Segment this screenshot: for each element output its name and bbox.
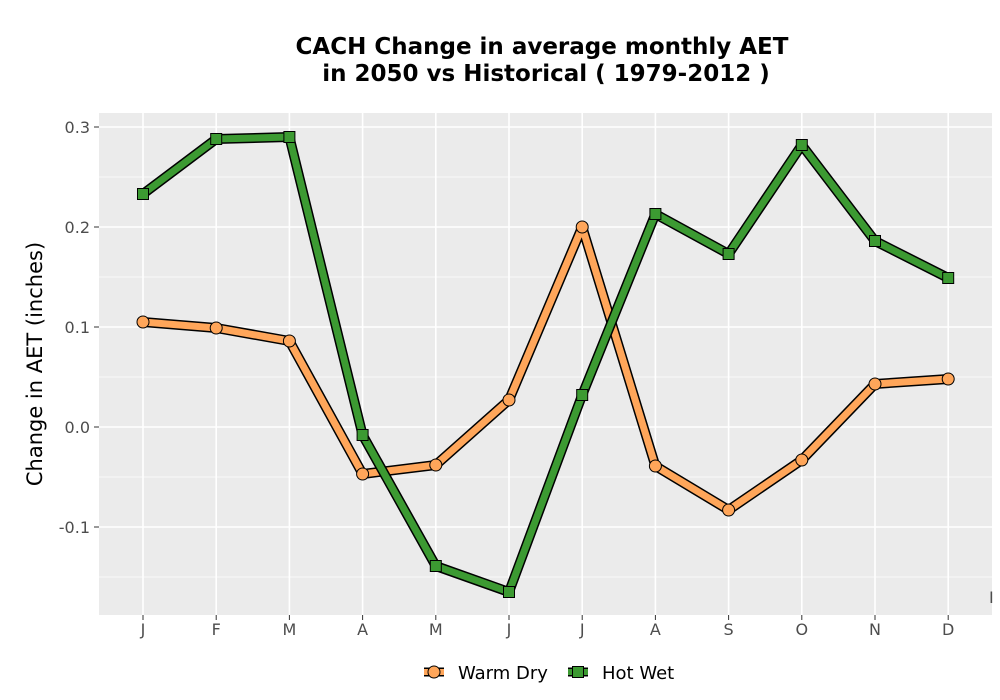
data-point: [429, 458, 443, 472]
x-tick-label: M: [282, 620, 296, 639]
plot-panel: [99, 113, 992, 615]
x-tick-label: M: [429, 620, 443, 639]
data-point: [210, 133, 223, 145]
legend-key-marker: [427, 665, 441, 679]
series-layer: [138, 132, 954, 597]
x-tick-label: O: [796, 620, 809, 639]
data-point: [722, 503, 736, 517]
data-point: [356, 467, 370, 481]
data-point: [941, 372, 955, 386]
chart-title-line-2: in 2050 vs Historical ( 1979-2012 ): [322, 61, 769, 87]
data-point: [429, 560, 442, 572]
x-tick-label: D: [942, 620, 954, 639]
data-point: [795, 139, 808, 151]
data-point: [209, 321, 223, 335]
chart-annotation: I: [989, 588, 994, 607]
data-point: [356, 429, 369, 441]
y-tick-label: 0.2: [65, 218, 90, 237]
x-tick-label: S: [724, 620, 734, 639]
y-tick-label: -0.1: [59, 518, 90, 537]
data-point: [136, 315, 150, 329]
legend-label: Hot Wet: [602, 663, 674, 684]
data-point: [795, 453, 809, 467]
data-point: [942, 272, 955, 284]
y-axis-ticks: -0.1 0.0 0.1 0.2 0.3: [59, 118, 99, 537]
series-line: [139, 133, 952, 596]
data-point: [575, 220, 589, 234]
y-axis-title: Change in AET (inches): [23, 242, 47, 486]
data-point: [868, 377, 882, 391]
data-point: [722, 248, 735, 260]
data-point: [502, 393, 516, 407]
data-point: [137, 188, 149, 200]
x-tick-label: A: [357, 620, 368, 639]
legend: Warm Dry Hot Wet: [424, 663, 674, 684]
minor-gridlines: [99, 176, 992, 578]
x-tick-label: J: [140, 620, 146, 639]
legend-label: Warm Dry: [458, 663, 548, 684]
legend-key-marker: [572, 666, 584, 678]
data-point: [503, 586, 515, 598]
x-tick-label: F: [212, 620, 221, 639]
series-line: [139, 223, 952, 514]
x-tick-label: J: [579, 620, 585, 639]
y-tick-label: 0.0: [65, 418, 90, 437]
data-point: [576, 389, 589, 401]
y-tick-label: 0.3: [65, 118, 90, 137]
data-point: [648, 459, 662, 473]
marker-layer: [136, 131, 955, 598]
data-point: [283, 131, 296, 143]
data-point: [282, 334, 296, 348]
data-point: [649, 208, 662, 220]
x-tick-label: J: [506, 620, 512, 639]
x-tick-label: A: [650, 620, 661, 639]
y-tick-label: 0.1: [65, 318, 90, 337]
data-point: [869, 235, 881, 247]
x-tick-label: N: [869, 620, 881, 639]
chart-title-line-1: CACH Change in average monthly AET: [296, 34, 789, 60]
